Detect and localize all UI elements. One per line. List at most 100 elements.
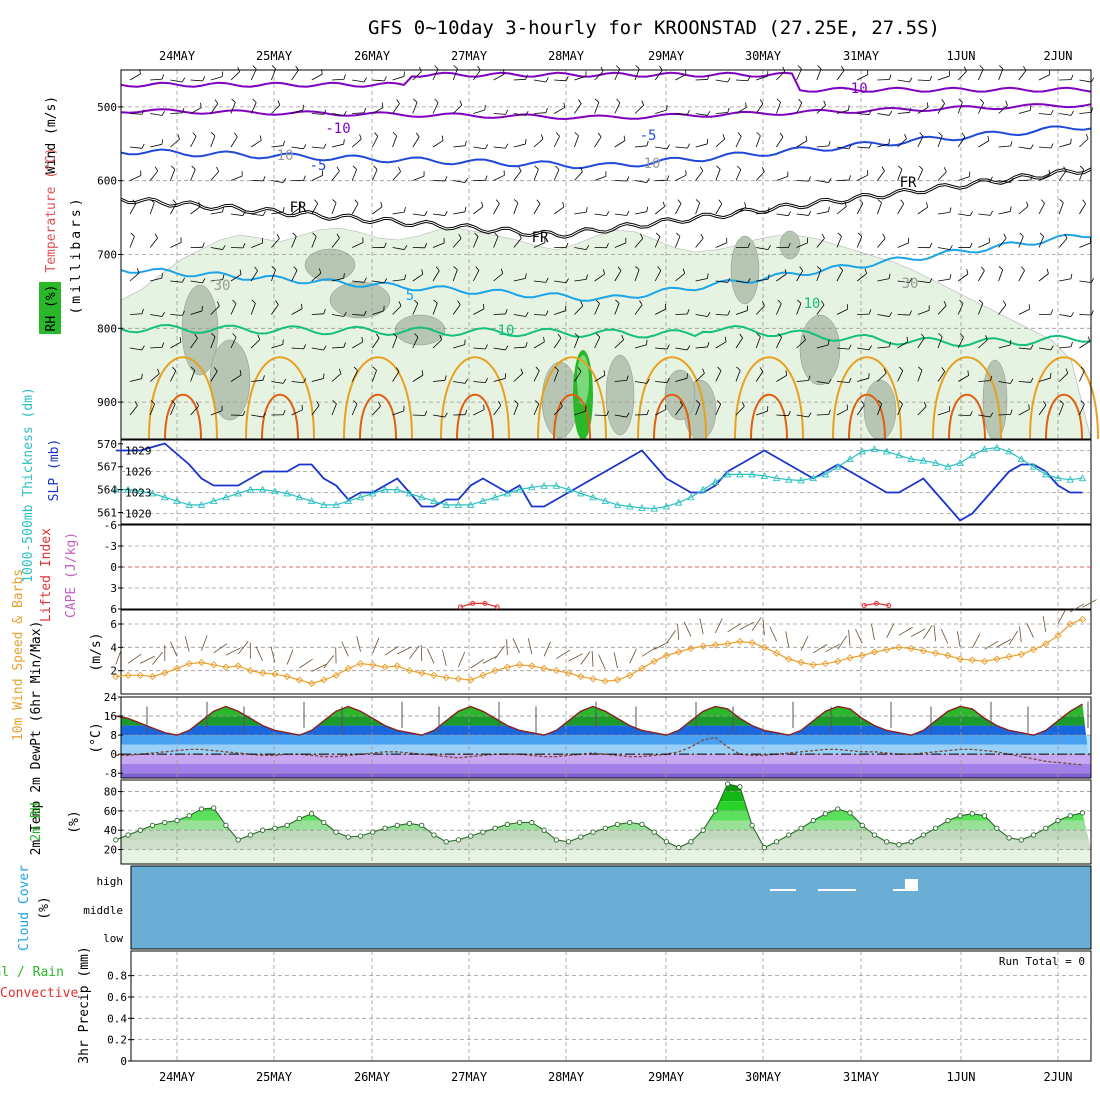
wind-barb-flag [686, 345, 691, 351]
wind-barb [271, 68, 277, 81]
wind-barb [251, 379, 264, 382]
wind10m-marker [1078, 615, 1087, 623]
wind-barb-flag [434, 65, 439, 70]
wind-barb-flag [172, 366, 177, 372]
thickness-marker [185, 500, 193, 508]
contour-plus20 [1045, 394, 1083, 440]
wind-barb [170, 79, 183, 83]
wind-barb [473, 236, 479, 248]
wind-barb [998, 237, 1007, 248]
wind-barb-flag [141, 345, 145, 351]
wind-barb-flag [299, 201, 302, 207]
wind-barb-flag [888, 273, 891, 279]
wind-barb-flag [352, 165, 357, 170]
wind-barb-flag [655, 232, 661, 237]
contour-plus15 [343, 356, 413, 440]
wind-barb [856, 236, 863, 248]
wind-barb-flag [577, 367, 582, 372]
wind-barb [917, 206, 928, 215]
wind-barb [1079, 242, 1091, 248]
wind-barb [1038, 113, 1051, 116]
wind-barb-flag [194, 333, 198, 339]
wind-barb [553, 206, 565, 215]
wind-barb [776, 375, 787, 382]
wind-barb-flag [782, 66, 786, 72]
wind-barb [836, 146, 849, 150]
wind-barb-flag [464, 140, 467, 146]
wind10m-barb [556, 649, 571, 660]
wind-barb-flag [687, 309, 690, 315]
wind-barb-flag [1021, 266, 1025, 271]
wind-barb-flag [161, 111, 165, 116]
wind-barb-flag [788, 242, 791, 248]
wind-barb-flag [453, 266, 458, 271]
wind-barb [735, 406, 745, 416]
wind-barb [473, 381, 486, 384]
wind10m-barb [201, 635, 208, 651]
lifted-index-marker [861, 603, 867, 608]
wind-barb [392, 135, 398, 148]
wind-barb-flag [1079, 165, 1084, 170]
wind-barb-flag [741, 401, 745, 407]
wind-barb-flag [283, 409, 286, 415]
wind-barb-flag [161, 311, 165, 317]
wind-barb-flag [1080, 366, 1085, 371]
wind-barb [675, 405, 683, 416]
wind10m-barb [848, 629, 851, 646]
wind-barb-flag [303, 144, 307, 150]
rh2m-marker [394, 822, 400, 829]
precip-ylabel2: 3hr Precip (mm) [77, 946, 92, 1063]
wind-barb-flag [277, 100, 281, 106]
wind-barb [1038, 236, 1045, 248]
wind-barb [250, 140, 262, 148]
wind-barb-flag [354, 199, 359, 204]
rh2m-marker [590, 829, 596, 835]
wind-barb [957, 273, 969, 282]
wind-barb-flag [606, 242, 609, 248]
wind-barb [533, 242, 546, 248]
wind-barb-flag [257, 334, 261, 340]
rh2m-marker [994, 825, 1000, 831]
y-tick-label: 40 [104, 824, 117, 837]
wind10m-barb [751, 617, 762, 631]
wind10m-barb [984, 640, 999, 650]
wind-barb-flag [383, 278, 388, 283]
contour-plus20 [948, 394, 986, 440]
wind-barb [695, 143, 708, 148]
wind-barb-flag [1029, 105, 1032, 111]
wind10m-marker [442, 674, 450, 682]
wind10m-marker [1029, 646, 1038, 654]
wind-barb [533, 138, 544, 148]
rh-shade-dark [394, 314, 446, 346]
wind10m-marker [932, 649, 940, 657]
wind10m-marker [760, 643, 768, 651]
wind-barb-flag [767, 245, 771, 250]
wind-barb [412, 303, 419, 315]
wind-barb [493, 272, 504, 282]
wind-barb-flag [535, 400, 540, 405]
y-tick-label: 3 [110, 582, 117, 595]
wind-barb [1059, 113, 1072, 116]
rh2m-marker [357, 833, 364, 839]
wind-barb [675, 74, 687, 81]
wind-barb-flag [595, 299, 600, 304]
wind-barb [190, 107, 202, 114]
wind-barb [755, 103, 764, 114]
wind-barb-flag [485, 175, 488, 181]
wind-barb [634, 180, 647, 183]
wind-barb-flag [132, 199, 137, 204]
rh2m-ylabel2: (%) [67, 810, 82, 833]
bottom-date-label: 25MAY [256, 1070, 293, 1084]
wind-barb-flag [239, 370, 242, 376]
wind10m-marker [515, 661, 524, 669]
wind-barb-flag [816, 266, 822, 271]
wind10m-barb [1082, 599, 1097, 608]
rh2m-marker [149, 822, 156, 829]
wind-barb [614, 140, 626, 148]
wind-barb-flag [259, 135, 262, 141]
wind-barb [755, 371, 764, 382]
wind10m-barb [512, 638, 520, 653]
wind-barb-flag [464, 409, 468, 415]
wind-barb-flag [909, 107, 912, 113]
